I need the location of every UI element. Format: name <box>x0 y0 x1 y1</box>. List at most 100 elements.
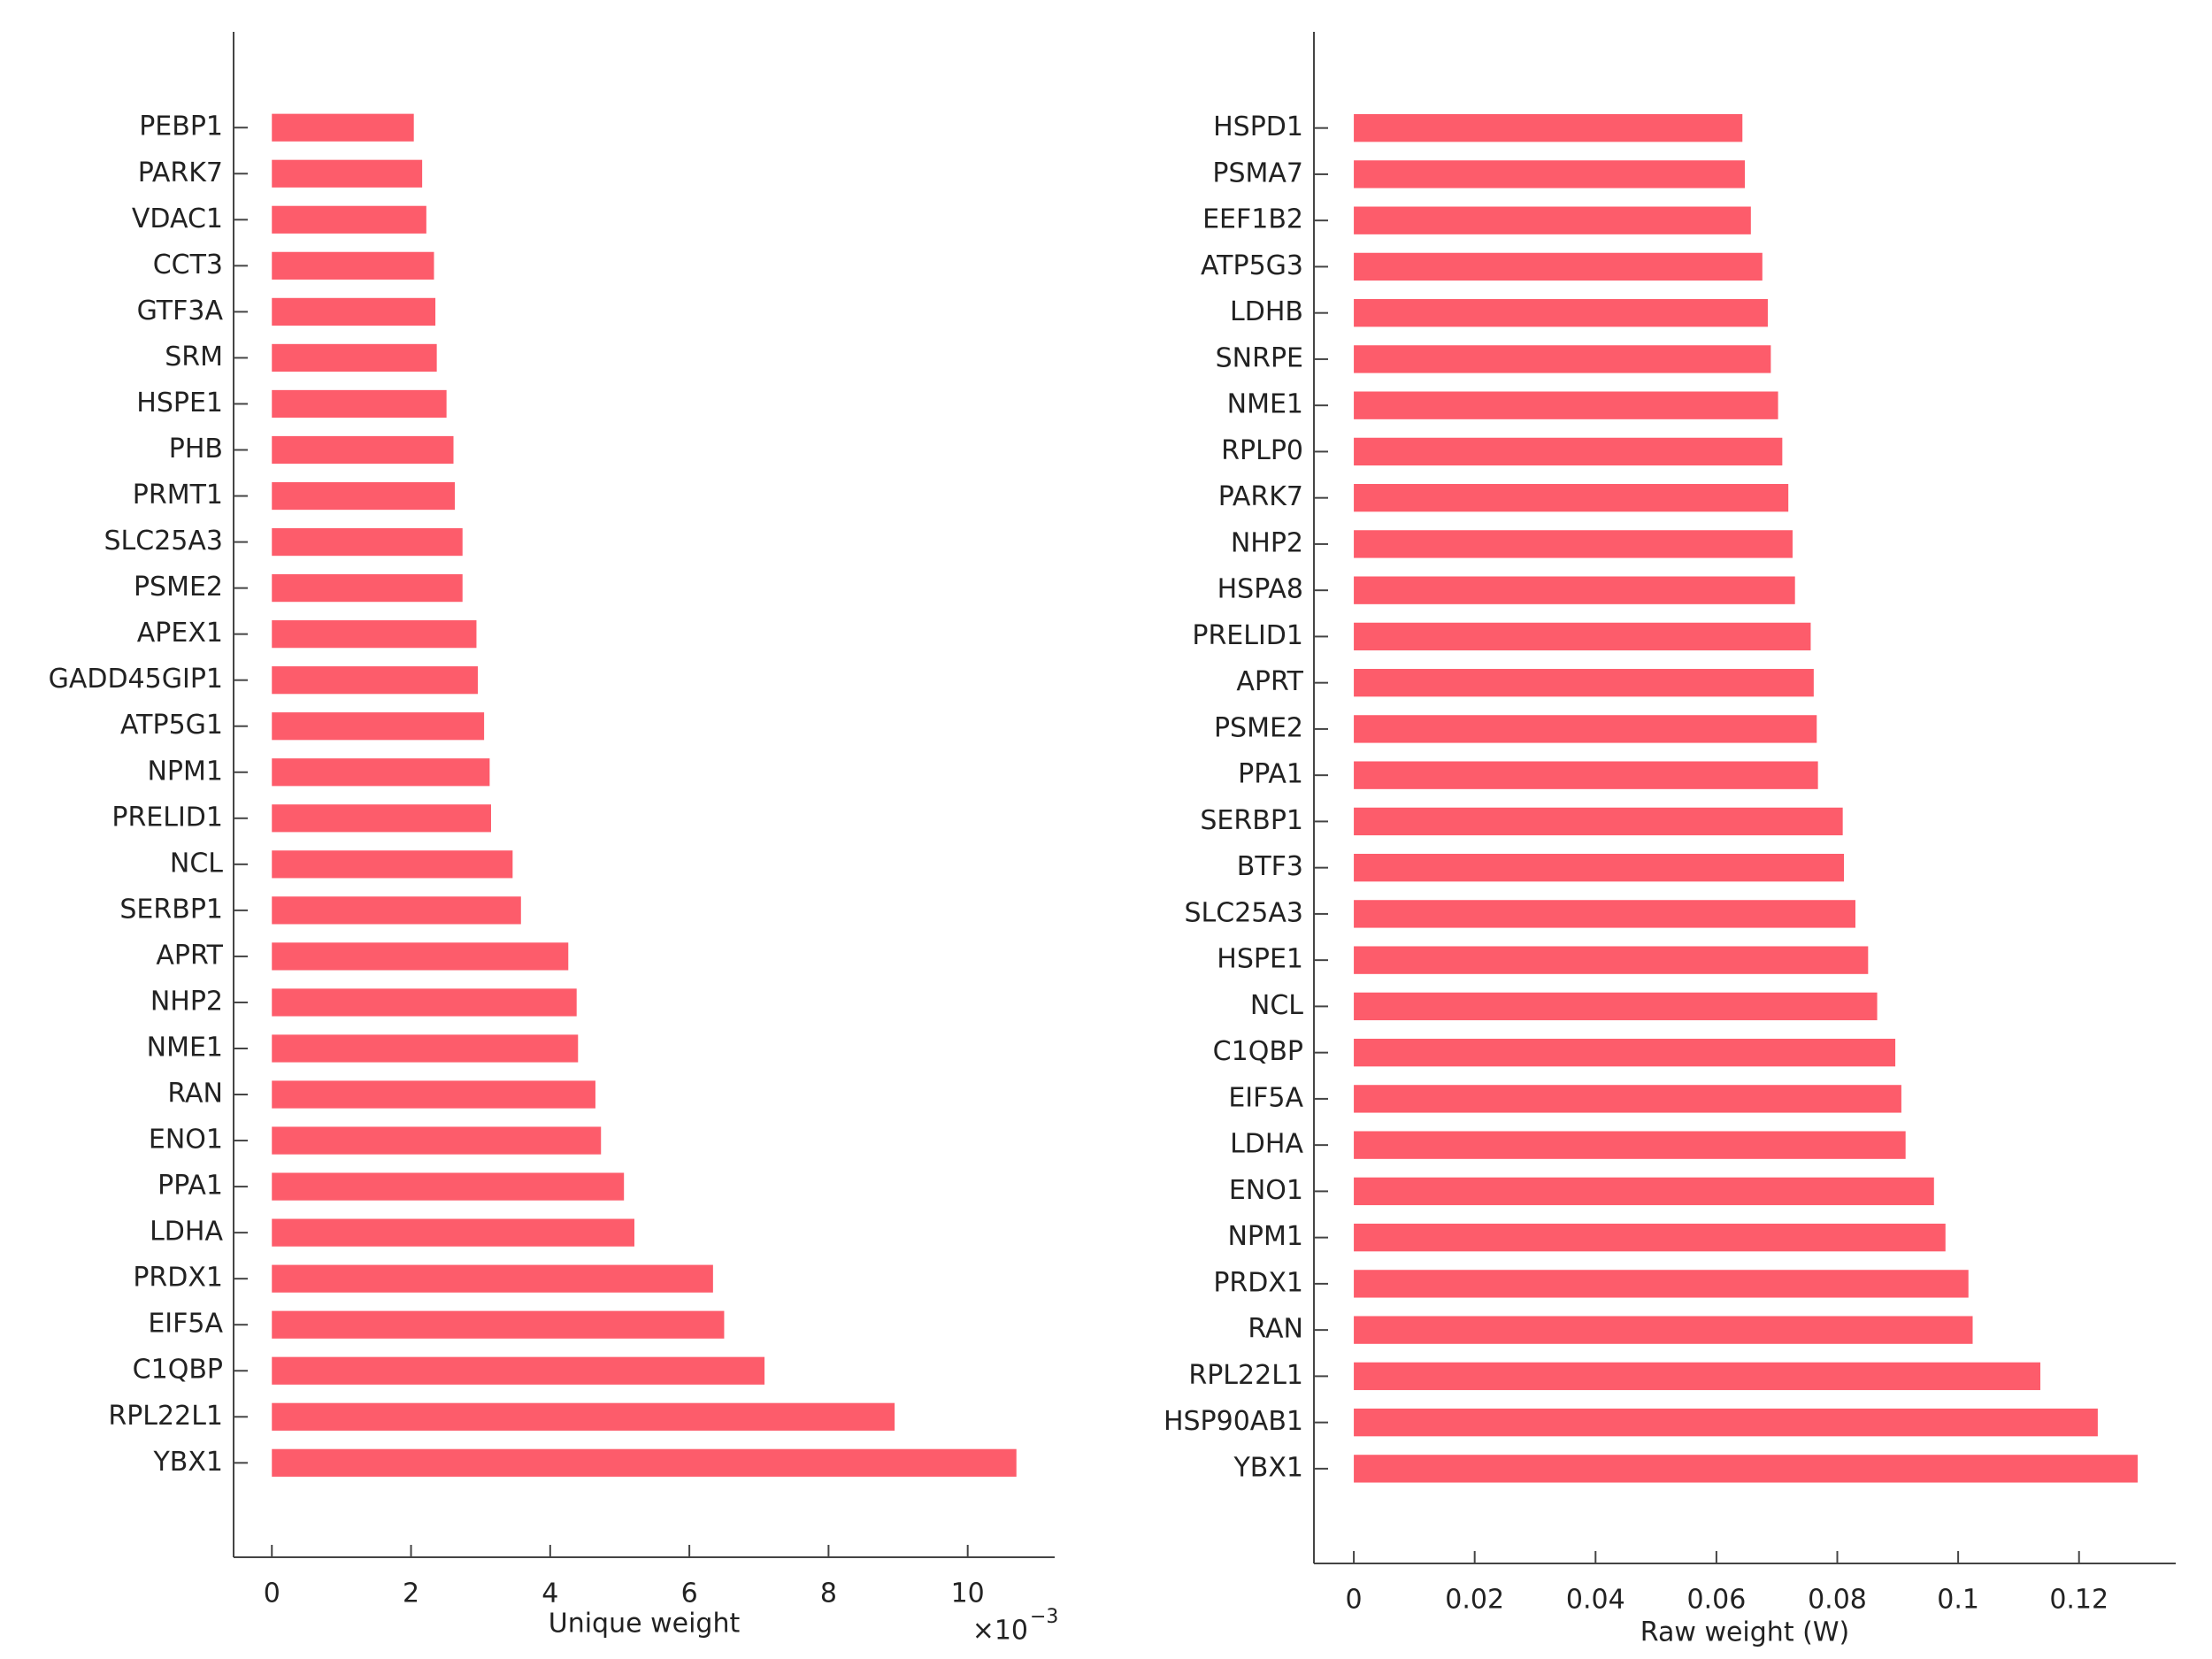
y-tick-label: C1QBP <box>1213 1036 1303 1067</box>
bar <box>272 896 521 925</box>
y-tick-label: NHP2 <box>1231 527 1303 558</box>
bar <box>1354 483 1789 512</box>
x-tick-label: 0 <box>264 1578 280 1609</box>
bar <box>1354 1362 2041 1391</box>
bar <box>1354 437 1783 466</box>
bar <box>272 1310 725 1339</box>
bar <box>1354 900 1855 928</box>
y-tick-label: ENO1 <box>1229 1175 1303 1206</box>
bar <box>272 251 434 280</box>
bar <box>272 712 485 741</box>
bar <box>272 1080 595 1109</box>
y-tick-label: HSPE1 <box>136 388 223 419</box>
bar <box>272 804 491 833</box>
y-tick-label: GTF3A <box>137 296 224 326</box>
y-tick-label: LDHA <box>1230 1129 1303 1160</box>
y-tick-label: HSPD1 <box>1213 111 1303 142</box>
bar <box>272 758 490 787</box>
bar <box>1354 668 1814 697</box>
bar <box>1354 1038 1896 1067</box>
y-tick-label: ENO1 <box>149 1125 223 1156</box>
bar <box>1354 1408 2098 1437</box>
bar <box>1354 946 1869 974</box>
y-tick-label: SNRPE <box>1216 342 1303 373</box>
bar <box>272 1034 579 1063</box>
y-tick-label: NCL <box>170 848 223 879</box>
y-tick-label: EIF5A <box>148 1309 223 1340</box>
y-tick-label: PRDX1 <box>133 1263 223 1294</box>
bar <box>1354 1316 1973 1344</box>
y-tick-label: NCL <box>1250 990 1303 1021</box>
y-tick-label: EIF5A <box>1228 1082 1303 1113</box>
x-tick-label: 0 <box>1346 1585 1363 1616</box>
x-tick-label: 0.08 <box>1808 1585 1867 1616</box>
y-tick-label: NME1 <box>147 1032 223 1063</box>
bar <box>1354 391 1778 419</box>
x-tick-label: 4 <box>541 1578 558 1609</box>
bar <box>1354 1177 1934 1206</box>
y-tick-label: NHP2 <box>150 986 223 1017</box>
x-axis-label: Unique weight <box>549 1609 741 1640</box>
y-tick-label: PRELID1 <box>111 802 223 833</box>
x-multiplier-base: ×10 <box>972 1616 1028 1647</box>
y-tick-label: GADD45GIP1 <box>49 664 223 695</box>
y-tick-label: NPM1 <box>147 756 223 787</box>
y-tick-label: PSME2 <box>1214 712 1303 743</box>
y-tick-label: PRMT1 <box>133 480 223 511</box>
bar <box>1354 715 1817 743</box>
y-tick-label: PRDX1 <box>1213 1267 1303 1298</box>
bar <box>1354 252 1763 281</box>
y-tick-label: HSPE1 <box>1217 944 1303 975</box>
x-multiplier-exponent: −3 <box>1030 1606 1058 1628</box>
bar <box>1354 1223 1946 1252</box>
y-tick-label: SERBP1 <box>1200 805 1303 836</box>
bar <box>272 1356 765 1385</box>
bar <box>272 205 426 234</box>
bar <box>272 343 437 373</box>
y-tick-label: ATP5G3 <box>1201 250 1303 281</box>
bar <box>272 620 477 649</box>
bar <box>272 1126 602 1155</box>
bar <box>272 389 447 419</box>
bar <box>1354 807 1843 836</box>
bar <box>272 1448 1017 1477</box>
x-axis-label: Raw weight (W) <box>1640 1617 1849 1648</box>
bar <box>1354 345 1771 373</box>
y-tick-label: PRELID1 <box>1192 620 1303 651</box>
bar <box>272 574 463 603</box>
bar <box>272 481 456 511</box>
bar <box>1354 298 1768 327</box>
bar <box>272 850 513 879</box>
x-tick-label: 2 <box>403 1578 419 1609</box>
y-tick-label: BTF3 <box>1237 851 1303 882</box>
bar <box>1354 114 1743 142</box>
y-tick-label: VDAC1 <box>132 204 223 234</box>
y-tick-label: PEBP1 <box>139 111 223 142</box>
y-tick-label: LDHB <box>1230 296 1303 327</box>
bar <box>272 1218 634 1247</box>
x-tick-label: 0.04 <box>1566 1585 1625 1616</box>
bar <box>272 527 463 557</box>
bar <box>272 1264 713 1293</box>
bar <box>1354 160 1745 188</box>
y-tick-label: NME1 <box>1227 389 1303 420</box>
y-tick-label: RAN <box>1248 1314 1303 1345</box>
bar <box>272 113 414 142</box>
y-tick-label: LDHA <box>150 1217 223 1248</box>
y-tick-label: PHB <box>169 434 223 465</box>
y-tick-label: SLC25A3 <box>104 526 224 557</box>
bar <box>272 942 569 971</box>
x-tick-label: 6 <box>681 1578 698 1609</box>
bar <box>272 1402 895 1431</box>
y-tick-label: SERBP1 <box>119 894 223 925</box>
bar <box>1354 1455 2138 1483</box>
y-tick-label: CCT3 <box>153 250 223 280</box>
bar <box>272 988 577 1017</box>
bar <box>272 159 423 188</box>
y-tick-label: PSME2 <box>134 572 223 603</box>
y-tick-label: SRM <box>165 342 223 373</box>
y-tick-label: RAN <box>167 1079 223 1110</box>
x-tick-label: 0.06 <box>1686 1585 1746 1616</box>
